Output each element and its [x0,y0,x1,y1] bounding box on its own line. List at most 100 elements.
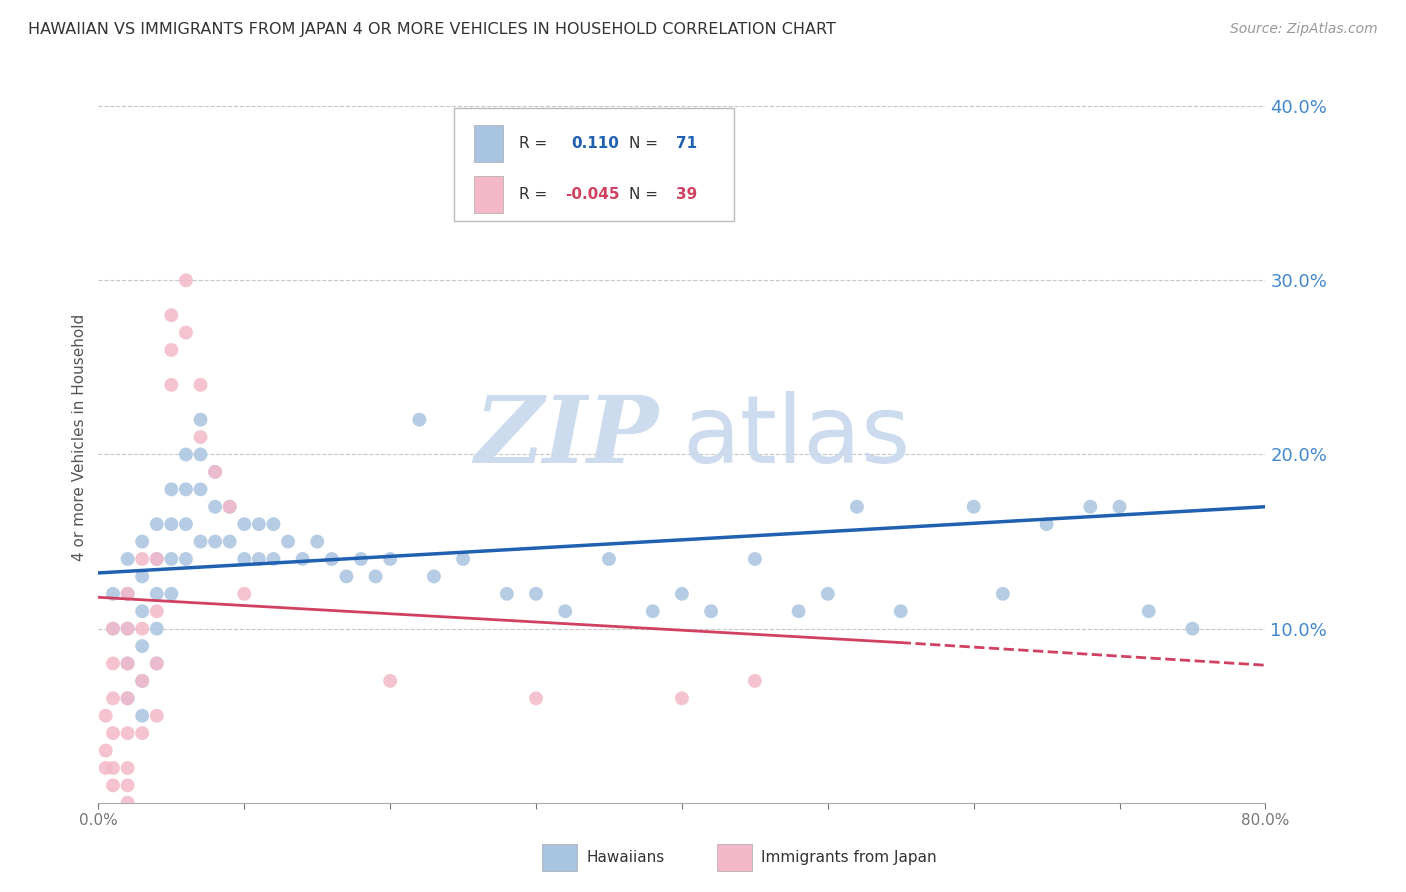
Point [190,430,212,444]
Point [1181,622,1204,636]
Point [160,377,183,392]
Text: 39: 39 [676,186,697,202]
Point [247,552,270,566]
Point [146,657,169,671]
Point [364,569,387,583]
Point [131,673,153,688]
Point [160,343,183,357]
Point [890,604,912,618]
Point [117,657,139,671]
Text: Source: ZipAtlas.com: Source: ZipAtlas.com [1230,22,1378,37]
Point [174,448,197,462]
Point [160,552,183,566]
Point [117,691,139,706]
Point [204,465,226,479]
Point [117,622,139,636]
Point [131,639,153,653]
Point [262,552,284,566]
Point [817,587,839,601]
Point [233,587,256,601]
Point [117,552,139,566]
Point [1080,500,1102,514]
Point [671,587,693,601]
Point [101,778,124,792]
Point [117,622,139,636]
Point [190,377,212,392]
Point [101,587,124,601]
Point [1108,500,1130,514]
Point [204,534,226,549]
Point [190,483,212,497]
Point [962,500,984,514]
Point [291,552,314,566]
Text: N =: N = [630,186,658,202]
Point [131,534,153,549]
Bar [541,845,576,871]
Point [131,726,153,740]
Point [94,743,117,757]
Point [744,673,766,688]
Point [146,587,169,601]
Text: N =: N = [630,136,658,151]
Text: 0.110: 0.110 [571,136,619,151]
Point [1035,517,1057,532]
Point [233,552,256,566]
Point [117,587,139,601]
Point [321,552,343,566]
Text: R =: R = [519,186,547,202]
Point [846,500,869,514]
Y-axis label: 4 or more Vehicles in Household: 4 or more Vehicles in Household [72,313,87,561]
Text: ZIP: ZIP [474,392,658,482]
Text: -0.045: -0.045 [565,186,620,202]
Text: Immigrants from Japan: Immigrants from Japan [761,850,936,865]
Point [146,622,169,636]
Point [350,552,373,566]
Point [174,517,197,532]
Point [131,604,153,618]
Point [991,587,1014,601]
Point [146,552,169,566]
Point [160,517,183,532]
Point [117,761,139,775]
Point [787,604,810,618]
Point [117,691,139,706]
Point [131,673,153,688]
Point [101,761,124,775]
Point [380,673,402,688]
Point [101,726,124,740]
Point [146,708,169,723]
Point [117,726,139,740]
Point [101,622,124,636]
Point [262,517,284,532]
Point [101,622,124,636]
Point [146,657,169,671]
Point [524,691,547,706]
Point [277,534,299,549]
FancyBboxPatch shape [454,108,734,221]
Point [190,448,212,462]
Point [174,326,197,340]
Bar [717,845,752,871]
Point [233,517,256,532]
Point [335,569,357,583]
Point [641,604,664,618]
Text: Hawaiians: Hawaiians [586,850,665,865]
Point [204,465,226,479]
Point [218,534,240,549]
Text: R =: R = [519,136,547,151]
Point [174,552,197,566]
Point [1137,604,1160,618]
Point [117,778,139,792]
Point [671,691,693,706]
Point [131,569,153,583]
Point [174,483,197,497]
Text: HAWAIIAN VS IMMIGRANTS FROM JAPAN 4 OR MORE VEHICLES IN HOUSEHOLD CORRELATION CH: HAWAIIAN VS IMMIGRANTS FROM JAPAN 4 OR M… [28,22,837,37]
Point [101,657,124,671]
Text: 71: 71 [676,136,697,151]
Text: atlas: atlas [682,391,910,483]
Point [554,604,576,618]
Point [380,552,402,566]
Point [146,604,169,618]
Point [744,552,766,566]
Point [190,412,212,426]
